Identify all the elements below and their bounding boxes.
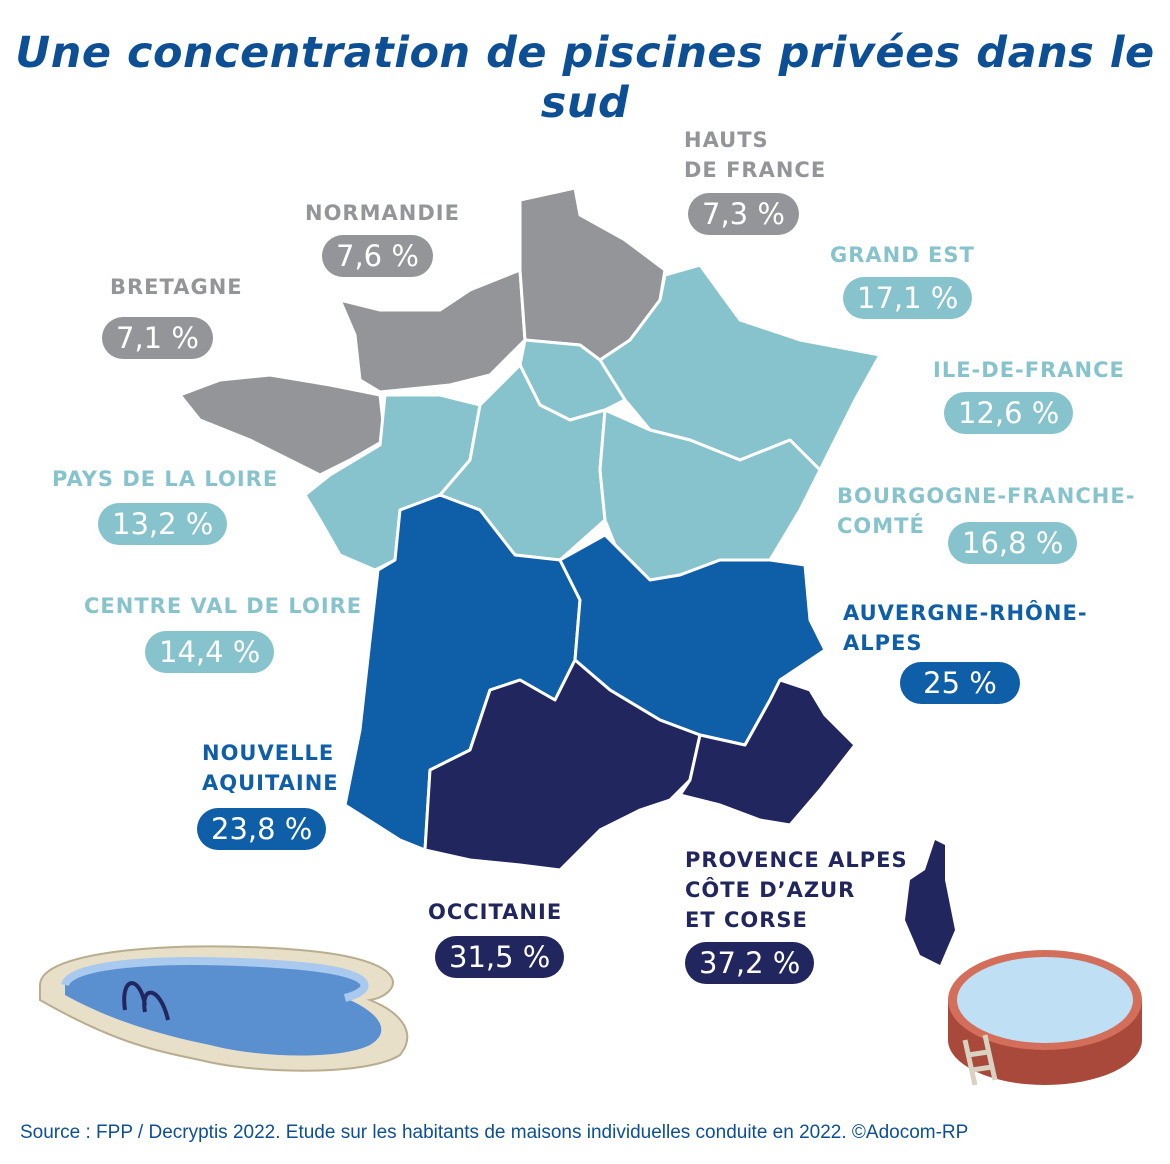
label-grand-est: GRAND EST: [830, 243, 975, 267]
region-name: BOURGOGNE-FRANCHE-: [837, 484, 1136, 508]
region-name: COMTÉ: [837, 514, 925, 538]
value-ile-de-france: 12,6 %: [944, 392, 1074, 434]
region-grand-est: [598, 263, 882, 472]
region-corse: [905, 840, 955, 965]
region-name: AQUITAINE: [202, 771, 339, 795]
source-note: Source : FPP / Decryptis 2022. Etude sur…: [20, 1122, 969, 1143]
label-ile-de-france: ILE-DE-FRANCE: [933, 358, 1125, 382]
label-nouvelle-aquitaine: NOUVELLE AQUITAINE: [202, 738, 339, 798]
value-hauts-de-france: 7,3 %: [688, 193, 799, 235]
value-normandie: 7,6 %: [322, 235, 433, 277]
label-occitanie: OCCITANIE: [428, 900, 563, 924]
label-normandie: NORMANDIE: [305, 201, 460, 225]
inground-pool-illustration: [39, 945, 409, 1072]
label-centre-val-de-loire: CENTRE VAL DE LOIRE: [84, 594, 363, 618]
value-pays-de-la-loire: 13,2 %: [98, 503, 228, 545]
value-occitanie: 31,5 %: [435, 936, 565, 978]
above-ground-pool-illustration: [948, 950, 1142, 1086]
region-name: HAUTS: [684, 128, 769, 152]
label-bretagne: BRETAGNE: [110, 275, 243, 299]
region-occitanie: [423, 658, 702, 872]
region-bretagne: [178, 373, 387, 477]
label-pays-de-la-loire: PAYS DE LA LOIRE: [52, 467, 279, 491]
value-centre-val-de-loire: 14,4 %: [145, 631, 275, 673]
value-paca: 37,2 %: [685, 942, 815, 984]
region-name: ET CORSE: [685, 908, 808, 932]
value-nouvelle-aquitaine: 23,8 %: [197, 808, 327, 850]
value-bourgogne-franche-comte: 16,8 %: [948, 522, 1078, 564]
region-name: CÔTE D’AZUR: [685, 878, 856, 902]
value-grand-est: 17,1 %: [843, 277, 973, 319]
region-name: NOUVELLE: [202, 741, 335, 765]
value-auvergne-rhone-alpes: 25 %: [900, 662, 1020, 704]
label-paca: PROVENCE ALPES CÔTE D’AZUR ET CORSE: [685, 845, 908, 935]
label-bourgogne-franche-comte: BOURGOGNE-FRANCHE- COMTÉ: [837, 481, 1135, 541]
page-title: Une concentration de piscines privées da…: [15, 28, 1155, 128]
value-bretagne: 7,1 %: [102, 317, 213, 359]
region-name: AUVERGNE-RHÔNE-: [843, 601, 1088, 625]
region-name: PROVENCE ALPES: [685, 848, 908, 872]
region-paca: [678, 678, 857, 827]
region-name: ALPES: [843, 631, 923, 655]
label-hauts-de-france: HAUTS DE FRANCE: [684, 125, 826, 185]
region-name: DE FRANCE: [684, 158, 827, 182]
region-normandie: [338, 268, 527, 394]
label-auvergne-rhone-alpes: AUVERGNE-RHÔNE- ALPES: [843, 598, 1088, 658]
